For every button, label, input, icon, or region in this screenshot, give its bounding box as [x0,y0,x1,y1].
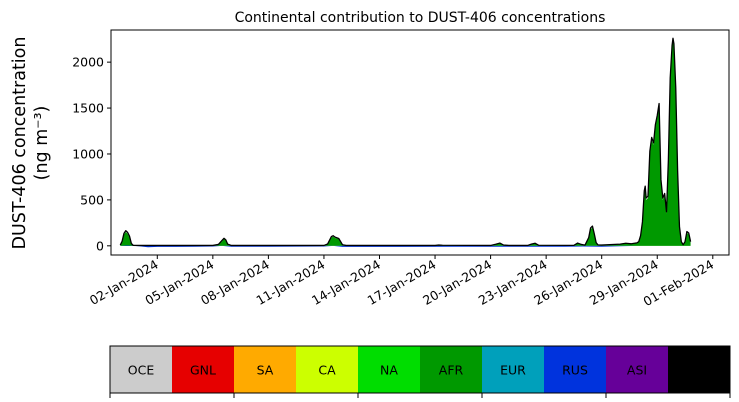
legend-label-aus: AUS [686,363,712,378]
legend-swatch-aus [668,346,731,393]
legend-swatch-ca [296,346,359,393]
legend-swatch-asi [606,346,669,393]
y-axis-label-line-2: (ng m⁻³) [32,106,52,181]
chart-title: Continental contribution to DUST-406 con… [235,10,606,26]
y-tick-label: 0 [96,238,104,253]
legend-label-afr: AFR [439,363,464,378]
y-axis-label-line-1: DUST-406 concentration [10,37,30,250]
plot-frame [110,29,730,256]
total-concentration-line [119,37,692,247]
legend-label-rus: RUS [562,363,588,378]
legend-swatch-na [358,346,421,393]
legend-label-eur: EUR [500,363,526,378]
legend-swatch-sa [234,346,297,393]
legend-swatch-oce [110,346,173,393]
legend-swatch-rus [544,346,607,393]
legend-swatch-afr [420,346,483,393]
legend-label-gnl: GNL [190,363,216,378]
legend-label-sa: SA [257,363,274,378]
legend-swatch-eur [482,346,545,393]
legend-label-ca: CA [318,363,336,378]
legend-label-na: NA [380,363,398,378]
y-tick-label: 2000 [72,55,104,70]
legend-label-oce: OCE [128,363,155,378]
legend-frame [109,345,731,394]
legend-swatch-gnl [172,346,235,393]
y-tick-label: 1000 [72,146,104,161]
y-tick-label: 1500 [72,101,104,116]
legend: OCE GNL SA CA NA AFR EUR RUS ASI AUS [109,345,731,398]
plot-area: 050010001500200002-Jan-202405-Jan-202408… [72,29,730,309]
legend-label-asi: ASI [627,363,647,378]
y-tick-label: 500 [80,192,104,207]
y-axis-label: DUST-406 concentration (ng m⁻³) [10,37,52,250]
series-area-afr [120,40,691,246]
